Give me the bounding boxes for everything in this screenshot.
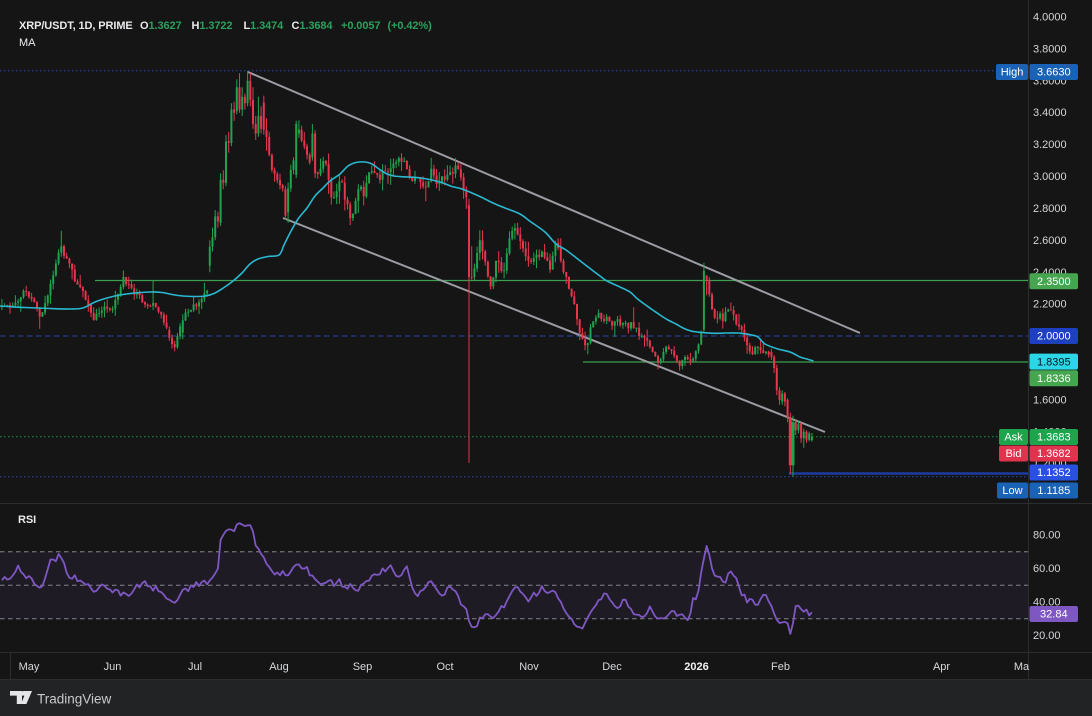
svg-text:60.00: 60.00 <box>1033 563 1061 575</box>
svg-text:Nov: Nov <box>519 661 539 673</box>
svg-text:20.00: 20.00 <box>1033 630 1061 642</box>
svg-text:May: May <box>19 661 40 673</box>
svg-text:3.8000: 3.8000 <box>1033 43 1067 55</box>
svg-text:1.1352: 1.1352 <box>1037 467 1071 479</box>
svg-text:Jun: Jun <box>104 661 122 673</box>
svg-text:2026: 2026 <box>684 661 708 673</box>
svg-text:(+0.42%): (+0.42%) <box>388 20 433 32</box>
svg-text:Jul: Jul <box>188 661 202 673</box>
svg-text:1.6000: 1.6000 <box>1033 394 1067 406</box>
svg-text:2.6000: 2.6000 <box>1033 235 1067 247</box>
svg-text:Aug: Aug <box>269 661 289 673</box>
svg-text:1.8395: 1.8395 <box>1037 356 1071 368</box>
svg-text:1.1185: 1.1185 <box>1037 485 1070 497</box>
svg-text:40.00: 40.00 <box>1033 597 1061 609</box>
svg-text:Apr: Apr <box>933 661 950 673</box>
svg-text:3.0000: 3.0000 <box>1033 171 1067 183</box>
svg-text:32.84: 32.84 <box>1040 609 1068 621</box>
svg-text:3.6630: 3.6630 <box>1037 67 1071 79</box>
svg-text:RSI: RSI <box>18 514 36 526</box>
svg-text:TradingView: TradingView <box>37 692 112 707</box>
svg-text:Sep: Sep <box>353 661 373 673</box>
svg-text:4.0000: 4.0000 <box>1033 12 1067 24</box>
svg-text:MA: MA <box>19 37 36 49</box>
svg-text:C1.3684: C1.3684 <box>292 20 334 32</box>
svg-text:3.4000: 3.4000 <box>1033 107 1067 119</box>
svg-text:2.0000: 2.0000 <box>1037 331 1071 343</box>
svg-text:1.8336: 1.8336 <box>1037 373 1071 385</box>
svg-text:Dec: Dec <box>602 661 622 673</box>
svg-text:+0.0057: +0.0057 <box>341 20 380 32</box>
svg-text:3.2000: 3.2000 <box>1033 139 1067 151</box>
svg-text:80.00: 80.00 <box>1033 530 1061 542</box>
svg-text:High: High <box>1001 67 1024 79</box>
svg-text:H1.3722: H1.3722 <box>192 20 233 32</box>
svg-text:2.3500: 2.3500 <box>1037 276 1071 288</box>
svg-text:Feb: Feb <box>771 661 790 673</box>
svg-text:2.2000: 2.2000 <box>1033 299 1067 311</box>
svg-text:1.3683: 1.3683 <box>1037 432 1071 444</box>
svg-text:XRP/USDT, 1D, PRIME: XRP/USDT, 1D, PRIME <box>19 20 133 32</box>
svg-text:Oct: Oct <box>436 661 453 673</box>
svg-text:Low: Low <box>1002 485 1022 497</box>
svg-text:1.3682: 1.3682 <box>1037 448 1071 460</box>
svg-text:Bid: Bid <box>1006 448 1022 460</box>
svg-text:2.8000: 2.8000 <box>1033 203 1067 215</box>
svg-text:Ma: Ma <box>1014 661 1030 673</box>
svg-text:Ask: Ask <box>1004 432 1023 444</box>
svg-text:L1.3474: L1.3474 <box>244 20 285 32</box>
svg-text:O1.3627: O1.3627 <box>140 20 182 32</box>
